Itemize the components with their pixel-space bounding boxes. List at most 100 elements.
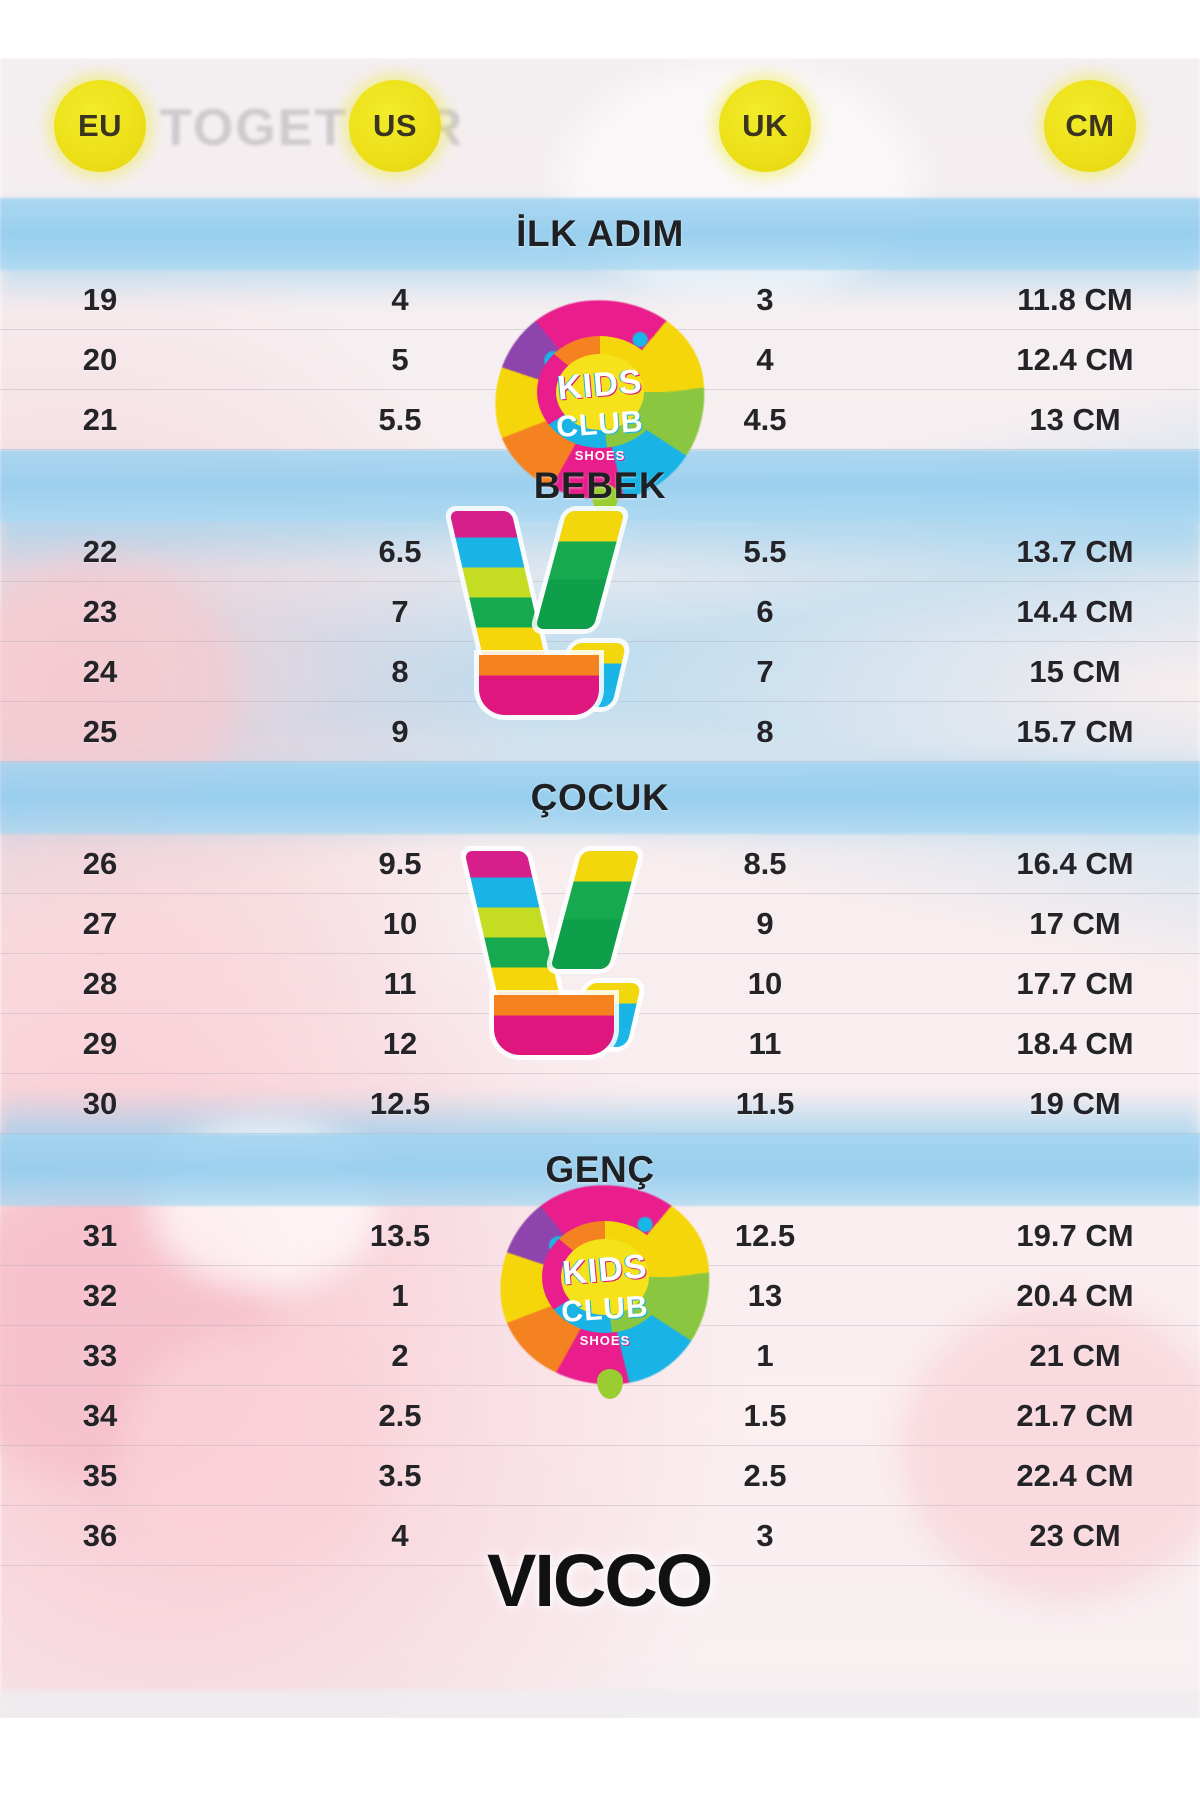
column-badge-us: US bbox=[349, 80, 441, 172]
cell-cm: 19 CM bbox=[1029, 1085, 1121, 1121]
cell-uk: 13 bbox=[747, 1277, 783, 1313]
cell-us: 5 bbox=[391, 341, 409, 377]
cell-uk: 8.5 bbox=[743, 845, 787, 881]
cell-uk: 3 bbox=[756, 1517, 774, 1553]
cell-cm: 15 CM bbox=[1029, 653, 1121, 689]
section-title: İLK ADIM bbox=[516, 213, 684, 254]
cell-uk: 11 bbox=[748, 1025, 782, 1061]
cell-eu: 36 bbox=[82, 1517, 118, 1553]
cell-eu: 29 bbox=[82, 1025, 118, 1061]
section-header-cocuk: ÇOCUK bbox=[0, 762, 1200, 834]
cell-us: 4 bbox=[391, 281, 409, 317]
cell-eu: 24 bbox=[82, 653, 118, 689]
cell-uk: 11.5 bbox=[735, 1085, 795, 1121]
section-header-ilk-adim: İLK ADIM bbox=[0, 198, 1200, 270]
cell-cm: 20.4 CM bbox=[1016, 1277, 1134, 1313]
cell-us: 13.5 bbox=[369, 1217, 431, 1253]
cell-eu: 23 bbox=[82, 593, 118, 629]
column-badge-eu: EU bbox=[54, 80, 146, 172]
cell-us: 12 bbox=[382, 1025, 418, 1061]
section-band-fill bbox=[0, 198, 1200, 270]
table-row: 24 8 7 15 CM bbox=[0, 642, 1200, 702]
cell-eu: 22 bbox=[82, 533, 118, 569]
column-label-us: US bbox=[372, 108, 418, 143]
cell-cm: 14.4 CM bbox=[1016, 593, 1134, 629]
section-header-genc: GENÇ bbox=[0, 1134, 1200, 1206]
cell-us: 7 bbox=[391, 593, 409, 629]
cell-us: 6.5 bbox=[378, 533, 422, 569]
cell-cm: 15.7 CM bbox=[1016, 713, 1134, 749]
cell-eu: 31 bbox=[82, 1217, 118, 1253]
cell-eu: 35 bbox=[82, 1457, 118, 1493]
cell-cm: 16.4 CM bbox=[1016, 845, 1134, 881]
table-row: 31 13.5 12.5 19.7 CM bbox=[0, 1206, 1200, 1266]
column-label-eu: EU bbox=[77, 108, 123, 143]
cell-cm: 18.4 CM bbox=[1016, 1025, 1134, 1061]
cell-us: 11 bbox=[383, 965, 417, 1001]
cell-eu: 34 bbox=[82, 1397, 118, 1433]
cell-uk: 12.5 bbox=[734, 1217, 796, 1253]
cell-cm: 13 CM bbox=[1029, 401, 1121, 437]
section-band-fill bbox=[0, 762, 1200, 834]
cell-uk: 10 bbox=[747, 965, 783, 1001]
cell-cm: 17.7 CM bbox=[1016, 965, 1134, 1001]
table-row: 19 4 3 11.8 CM bbox=[0, 270, 1200, 330]
cell-eu: 19 bbox=[82, 281, 118, 317]
table-row: 35 3.5 2.5 22.4 CM bbox=[0, 1446, 1200, 1506]
table-header-row: EU US UK CM bbox=[0, 58, 1200, 198]
column-label-cm: CM bbox=[1065, 108, 1115, 143]
cell-uk: 4.5 bbox=[743, 401, 787, 437]
cell-uk: 5.5 bbox=[743, 533, 787, 569]
table-row: 34 2.5 1.5 21.7 CM bbox=[0, 1386, 1200, 1446]
cell-us: 12.5 bbox=[369, 1085, 431, 1121]
background-blotch bbox=[900, 1300, 1200, 1600]
column-label-uk: UK bbox=[742, 108, 788, 143]
section-title: GENÇ bbox=[545, 1149, 655, 1190]
column-badge-cm: CM bbox=[1044, 80, 1136, 172]
cell-uk: 4 bbox=[756, 341, 774, 377]
column-badge-uk: UK bbox=[719, 80, 811, 172]
cell-us: 4 bbox=[391, 1517, 409, 1553]
table-row: 30 12.5 11.5 19 CM bbox=[0, 1074, 1200, 1134]
size-chart-table: EU US UK CM İLK ADIM 19 4 3 11.8 CM 20 5 bbox=[0, 58, 1200, 1566]
cell-us: 9 bbox=[391, 713, 409, 749]
background-blotch bbox=[120, 1330, 380, 1580]
cell-eu: 32 bbox=[82, 1277, 118, 1313]
cell-eu: 27 bbox=[82, 905, 118, 941]
cell-uk: 1 bbox=[756, 1337, 774, 1373]
cell-uk: 7 bbox=[756, 653, 774, 689]
cell-eu: 30 bbox=[82, 1085, 118, 1121]
table-row: 23 7 6 14.4 CM bbox=[0, 582, 1200, 642]
table-row: 36 4 3 23 CM bbox=[0, 1506, 1200, 1566]
cell-us: 9.5 bbox=[378, 845, 422, 881]
section-title: ÇOCUK bbox=[530, 777, 670, 818]
cell-uk: 1.5 bbox=[743, 1397, 787, 1433]
cell-cm: 22.4 CM bbox=[1016, 1457, 1134, 1493]
cell-eu: 33 bbox=[82, 1337, 118, 1373]
cell-cm: 19.7 CM bbox=[1016, 1217, 1134, 1253]
cell-uk: 9 bbox=[756, 905, 774, 941]
table-row: 22 6.5 5.5 13.7 CM bbox=[0, 522, 1200, 582]
cell-uk: 8 bbox=[756, 713, 774, 749]
table-row: 27 10 9 17 CM bbox=[0, 894, 1200, 954]
cell-eu: 20 bbox=[82, 341, 118, 377]
cell-uk: 3 bbox=[756, 281, 774, 317]
cell-uk: 6 bbox=[756, 593, 774, 629]
table-row: 32 1 13 20.4 CM bbox=[0, 1266, 1200, 1326]
table-row: 33 2 1 21 CM bbox=[0, 1326, 1200, 1386]
cell-eu: 28 bbox=[82, 965, 118, 1001]
cell-eu: 21 bbox=[82, 401, 118, 437]
cell-us: 1 bbox=[391, 1277, 409, 1313]
cell-cm: 12.4 CM bbox=[1016, 341, 1134, 377]
section-header-bebek: BEBEK bbox=[0, 450, 1200, 522]
table-row: 29 12 11 18.4 CM bbox=[0, 1014, 1200, 1074]
section-title: BEBEK bbox=[533, 465, 667, 506]
cell-us: 2 bbox=[391, 1337, 409, 1373]
table-row: 26 9.5 8.5 16.4 CM bbox=[0, 834, 1200, 894]
cell-cm: 21.7 CM bbox=[1016, 1397, 1134, 1433]
top-margin bbox=[0, 0, 1200, 58]
bottom-margin bbox=[0, 1718, 1200, 1800]
cell-uk: 2.5 bbox=[743, 1457, 787, 1493]
table-row: 25 9 8 15.7 CM bbox=[0, 702, 1200, 762]
